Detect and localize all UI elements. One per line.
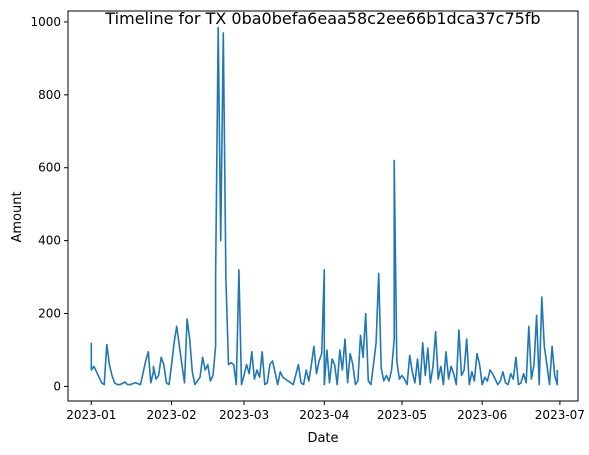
y-tick-label: 0 (53, 379, 61, 393)
plot-frame (67, 10, 579, 402)
chart-title: Timeline for TX 0ba0befa6eaa58c2ee66b1dc… (104, 9, 540, 28)
x-tick-label: 2023-05 (377, 408, 427, 422)
y-axis: 0 200 400 600 800 1000 (30, 15, 68, 393)
x-tick-label: 2023-07 (535, 408, 585, 422)
x-tick-label: 2023-04 (299, 408, 349, 422)
x-tick-label: 2023-02 (146, 408, 196, 422)
y-tick-label: 1000 (30, 15, 61, 29)
x-axis: 2023-01 2023-02 2023-03 2023-04 2023-05 2023-… (66, 401, 585, 422)
y-tick-label: 400 (38, 234, 61, 248)
x-tick-label: 2023-06 (457, 408, 507, 422)
series-line (90, 26, 559, 386)
x-tick-label: 2023-03 (219, 408, 269, 422)
y-tick-label: 600 (38, 161, 61, 175)
x-axis-label: Date (307, 431, 338, 446)
plot-area (67, 10, 579, 402)
y-axis-label: Amount (10, 191, 25, 242)
x-tick-label: 2023-01 (66, 408, 116, 422)
y-tick-label: 800 (38, 88, 61, 102)
y-tick-label: 200 (38, 307, 61, 321)
